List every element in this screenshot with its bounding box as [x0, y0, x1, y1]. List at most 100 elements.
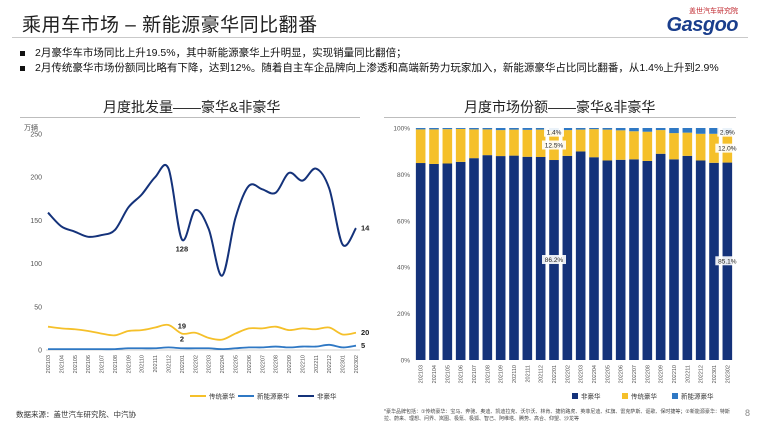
- bar-segment-0: [575, 151, 586, 360]
- data-label-bg: [544, 127, 564, 137]
- x-tick-label: 202204: [592, 365, 598, 383]
- bar-segment-0: [695, 160, 706, 360]
- y-axis-unit: 万辆: [24, 123, 38, 132]
- x-tick-label: 202212: [327, 355, 333, 373]
- bar-segment-1: [429, 129, 439, 164]
- y-tick-label: 100%: [393, 126, 410, 133]
- bar-segment-1: [669, 133, 679, 160]
- y-tick-label: 50: [34, 304, 42, 311]
- gasgoo-logo: 盖世汽车研究院 Gasgoo: [660, 6, 740, 36]
- legend-swatch: [622, 393, 628, 399]
- bar-segment-2: [669, 128, 679, 134]
- title-divider: [12, 37, 748, 38]
- legend-label: 传统豪华: [209, 392, 236, 401]
- bar-segment-2: [429, 128, 439, 130]
- x-tick-label: 202202: [565, 365, 571, 383]
- data-label-bg: [542, 140, 566, 150]
- x-tick-label: 202209: [287, 355, 293, 373]
- x-tick-label: 202207: [260, 355, 266, 373]
- bullet-square-icon: [20, 66, 25, 71]
- bar-segment-2: [482, 128, 493, 130]
- x-tick-label: 202107: [100, 355, 106, 373]
- data-label-bg: [717, 127, 738, 137]
- bar-segment-2: [709, 128, 719, 134]
- bar-segment-2: [535, 128, 546, 130]
- bar-segment-0: [682, 155, 693, 360]
- bar-segment-1: [522, 129, 533, 157]
- bar-segment-1: [455, 128, 466, 162]
- data-label: 86.2%: [545, 257, 564, 264]
- data-label: 12.5%: [545, 143, 564, 150]
- y-tick-label: 150: [30, 218, 42, 225]
- bar-segment-2: [615, 128, 626, 131]
- data-label-bg: [542, 255, 566, 265]
- x-tick-label: 202301: [341, 355, 347, 373]
- series-line-0: [47, 323, 357, 341]
- line-chart: 万辆 0 50 100 150 200 250 202103 202104 202105 20210…: [24, 123, 370, 401]
- y-tick-label: 0%: [401, 358, 411, 365]
- x-tick-label: 202108: [485, 365, 491, 383]
- logo-subtitle: 盖世汽车研究院: [689, 8, 738, 15]
- data-source: 数据来源：盖世汽车研究院、中汽协: [16, 410, 136, 419]
- bar-segment-0: [629, 159, 639, 360]
- y-tick-label: 0: [38, 348, 42, 355]
- data-label-bg: [715, 143, 740, 153]
- legend-swatch: [672, 393, 678, 399]
- x-tick-label: 202210: [300, 355, 306, 373]
- bar-segment-0: [415, 163, 426, 360]
- bar-segment-0: [589, 157, 599, 360]
- x-tick-label: 202203: [207, 355, 213, 373]
- bar-segment-0: [655, 153, 666, 360]
- x-tick-label: 202302: [354, 355, 360, 373]
- y-tick-label: 60%: [397, 218, 410, 225]
- x-tick-label: 202112: [167, 355, 173, 373]
- y-tick-label: 250: [30, 132, 42, 139]
- data-label: 141: [361, 224, 370, 233]
- bar-segment-2: [629, 128, 639, 132]
- logo-wordmark: Gasgoo: [666, 14, 739, 36]
- bar-segment-0: [709, 162, 719, 360]
- x-tick-label: 202206: [247, 355, 253, 373]
- x-tick-label: 202203: [579, 365, 585, 383]
- bar-segment-0: [562, 155, 573, 360]
- bar-segment-1: [682, 132, 693, 156]
- x-tick-label: 202110: [512, 365, 518, 383]
- bar-segment-2: [455, 128, 466, 129]
- legend-label: 新能源豪华: [681, 392, 714, 401]
- bar-segment-0: [482, 155, 493, 360]
- bar-segment-2: [655, 128, 666, 131]
- bar-segment-2: [695, 128, 706, 134]
- bar-segment-0: [469, 158, 479, 360]
- x-tick-label: 202103: [419, 365, 425, 383]
- x-tick-label: 202209: [659, 365, 665, 383]
- x-tick-label: 202109: [126, 355, 132, 373]
- data-label: 2: [180, 334, 184, 343]
- bar-segment-1: [615, 130, 626, 160]
- x-tick-label: 202208: [274, 355, 280, 373]
- data-label: 12.0%: [718, 146, 737, 153]
- x-tick-label: 202302: [725, 365, 731, 383]
- y-tick-label: 80%: [397, 172, 410, 179]
- y-tick-label: 40%: [397, 265, 410, 272]
- bar-segment-1: [642, 131, 653, 161]
- x-tick-label: 202107: [472, 365, 478, 383]
- bar-segment-0: [455, 161, 466, 360]
- bar-segment-1: [695, 133, 706, 161]
- bar-segment-1: [602, 129, 613, 161]
- data-label: 85.1%: [718, 258, 737, 265]
- x-tick-label: 202211: [314, 355, 320, 373]
- bar-segment-1: [509, 129, 519, 156]
- bullet-item: 2月豪华车市场同比上升19.5%，其中新能源豪华上升明显，实现销量同比翻倍；: [16, 46, 746, 61]
- series-line-2: [47, 163, 357, 277]
- bar-segment-2: [495, 128, 506, 131]
- x-tick-label: 202210: [672, 365, 678, 383]
- summary-bullets: 2月豪华车市场同比上升19.5%，其中新能源豪华上升明显，实现销量同比翻倍； 2…: [16, 46, 746, 76]
- x-tick-label: 202207: [632, 365, 638, 383]
- bar-segment-2: [415, 128, 426, 130]
- bar-segment-2: [602, 128, 613, 130]
- x-tick-label: 202106: [459, 365, 465, 383]
- x-tick-label: 202105: [73, 355, 79, 373]
- bar-segment-0: [429, 163, 439, 360]
- page-title: 乘用车市场 – 新能源豪华同比翻番: [22, 15, 318, 36]
- bar-segment-2: [509, 128, 519, 130]
